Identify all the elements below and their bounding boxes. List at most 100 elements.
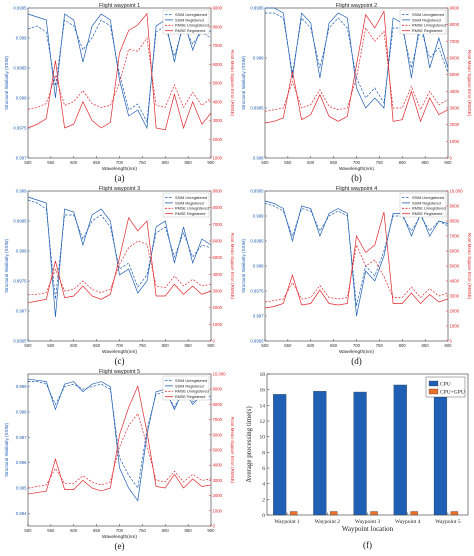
y-tick-label: 0.9985 — [13, 66, 27, 71]
x-axis-label: Wavelength(nm) — [102, 166, 137, 172]
y-tick-label: 0.999 — [253, 56, 264, 61]
x-tick-label: 750 — [139, 160, 147, 165]
panel-label: (d) — [351, 356, 362, 366]
x-tick-label: 700 — [116, 160, 124, 165]
y2-tick-label: 2000 — [213, 305, 223, 310]
chart-waypoint-2: Flight waypoint 2 500 550 600 650 700 750 800 85… — [241, 3, 472, 183]
y2-tick-label: 6000 — [213, 239, 223, 244]
chart-title: Flight waypoint 5 — [99, 369, 140, 375]
y2-tick-label: 9000 — [213, 387, 223, 392]
y2-tick-label: 8000 — [450, 219, 460, 224]
y2-tick-label: 3000 — [213, 478, 223, 483]
chart-waypoint-4: Flight waypoint 4 500 550 600 650 700 750 800 85… — [241, 186, 472, 366]
y2-tick-label: 4000 — [450, 279, 460, 284]
y2-tick-label: 6000 — [213, 62, 223, 67]
series-line-ssim-unregistered — [27, 19, 212, 124]
x-axis-label: Wavelength(nm) — [102, 349, 137, 355]
y2-tick-label: 7000 — [213, 417, 223, 422]
x-tick-label: 850 — [422, 160, 430, 165]
x-tick-label: 600 — [70, 160, 78, 165]
y2-tick-label: 0 — [213, 339, 216, 344]
series-line-ssim-unregistered — [27, 199, 212, 300]
y2-axis-label: Root Mean Square Error (RMSE) — [230, 50, 235, 117]
x-tick-label: 500 — [261, 160, 269, 165]
y-tick-label: 0.9985 — [250, 239, 264, 244]
legend-box — [162, 375, 210, 401]
bar-cpu-gpu — [370, 511, 378, 516]
x-tick-label: 650 — [93, 160, 101, 165]
y2-tick-label: 0 — [213, 524, 216, 529]
y2-tick-label: 5000 — [450, 264, 460, 269]
panel-c: Flight waypoint 3 500 550 600 650 700 750 800 85… — [0, 183, 237, 366]
legend-label: SSIM Unregistered — [175, 13, 207, 17]
y-tick-label: 0.9985 — [13, 219, 27, 224]
chart-waypoint-1: Flight waypoint 1 500 550 600 650 700 750 800 85… — [4, 3, 235, 183]
x-tick-label: Waypoint 2 — [315, 519, 341, 525]
y2-tick-label: 0 — [450, 339, 453, 344]
legend-label: RMSE Registered — [412, 29, 442, 33]
legend-label: RMSE Registered — [175, 212, 205, 216]
y2-tick-label: 3000 — [213, 118, 223, 123]
legend-swatch — [428, 380, 439, 387]
y2-tick-label: 8000 — [450, 22, 460, 27]
y-axis-label: Structural Similarity (SSIM) — [4, 238, 9, 293]
y2-tick-label: 6000 — [213, 432, 223, 437]
y-tick-label: 0.995 — [16, 486, 27, 491]
x-axis-label: Wavelength(nm) — [339, 166, 374, 172]
x-tick-label: 500 — [261, 343, 269, 348]
chart-waypoint-5: Flight waypoint 5 500 550 600 650 700 750 800 85… — [4, 369, 235, 551]
y2-tick-label: 5000 — [450, 72, 460, 77]
chart-title: Flight waypoint 3 — [99, 186, 140, 192]
y2-tick-label: 3000 — [213, 289, 223, 294]
y-tick-label: 0.998 — [253, 264, 264, 269]
series-line-ssim-registered — [265, 7, 449, 109]
bar-cpu — [273, 394, 287, 516]
y-axis-label: Average processing time(s) — [245, 406, 253, 483]
y2-axis-label: Root Mean Square Error (RMSE) — [467, 233, 472, 300]
x-tick-label: 800 — [399, 343, 407, 348]
x-tick-label: 700 — [116, 343, 124, 348]
bar-cpu — [313, 391, 327, 516]
y-tick-label: 0.9975 — [13, 279, 27, 284]
y-tick-label: 0.998 — [253, 156, 264, 161]
y-tick-label: 6 — [262, 466, 265, 472]
series-line-rmse-unregistered — [264, 27, 449, 112]
panel-a: Flight waypoint 1 500 550 600 650 700 750 800 85… — [0, 0, 237, 183]
panel-b: Flight waypoint 2 500 550 600 650 700 750 800 85… — [237, 0, 474, 183]
y-tick-label: 0.998 — [16, 249, 27, 254]
y-tick-label: 0.998 — [16, 96, 27, 101]
x-tick-label: 600 — [307, 343, 315, 348]
y2-tick-label: 9000 — [450, 204, 460, 209]
y-tick-label: 0.9985 — [250, 106, 264, 111]
legend-box — [399, 192, 447, 218]
bar-cpu — [353, 391, 367, 516]
y2-tick-label: 1000 — [213, 508, 223, 513]
legend-label: RMSE Registered — [175, 395, 205, 399]
y-tick-label: 0.9975 — [13, 126, 27, 131]
series-line-rmse-registered — [27, 384, 212, 495]
x-tick-label: Waypoint 4 — [395, 519, 421, 525]
y2-tick-label: 9000 — [213, 189, 223, 194]
legend-label: SSIM Registered — [412, 18, 441, 22]
y-tick-label: 0.994 — [16, 511, 27, 516]
y2-tick-label: 8000 — [213, 402, 223, 407]
legend-label: CPU+GPU — [440, 390, 465, 396]
y2-tick-label: 7000 — [450, 39, 460, 44]
legend-label: SSIM Registered — [175, 18, 204, 22]
x-tick-label: 600 — [70, 343, 78, 348]
legend-box — [162, 192, 210, 218]
legend-label: SSIM Registered — [175, 201, 204, 205]
bar-cpu-gpu — [330, 511, 338, 516]
legend-label: RMSE Registered — [412, 212, 442, 216]
series-line-rmse-registered — [264, 10, 449, 124]
x-tick-label: 900 — [207, 343, 215, 348]
x-axis-label: Wavelength(nm) — [102, 534, 137, 540]
legend-label: SSIM Registered — [412, 201, 441, 205]
y2-tick-label: 1000 — [213, 156, 223, 161]
x-tick-label: 600 — [307, 160, 315, 165]
y-tick-label: 0.996 — [16, 460, 27, 465]
x-tick-label: 700 — [353, 343, 361, 348]
y2-tick-label: 2000 — [213, 137, 223, 142]
legend-box — [399, 9, 447, 35]
